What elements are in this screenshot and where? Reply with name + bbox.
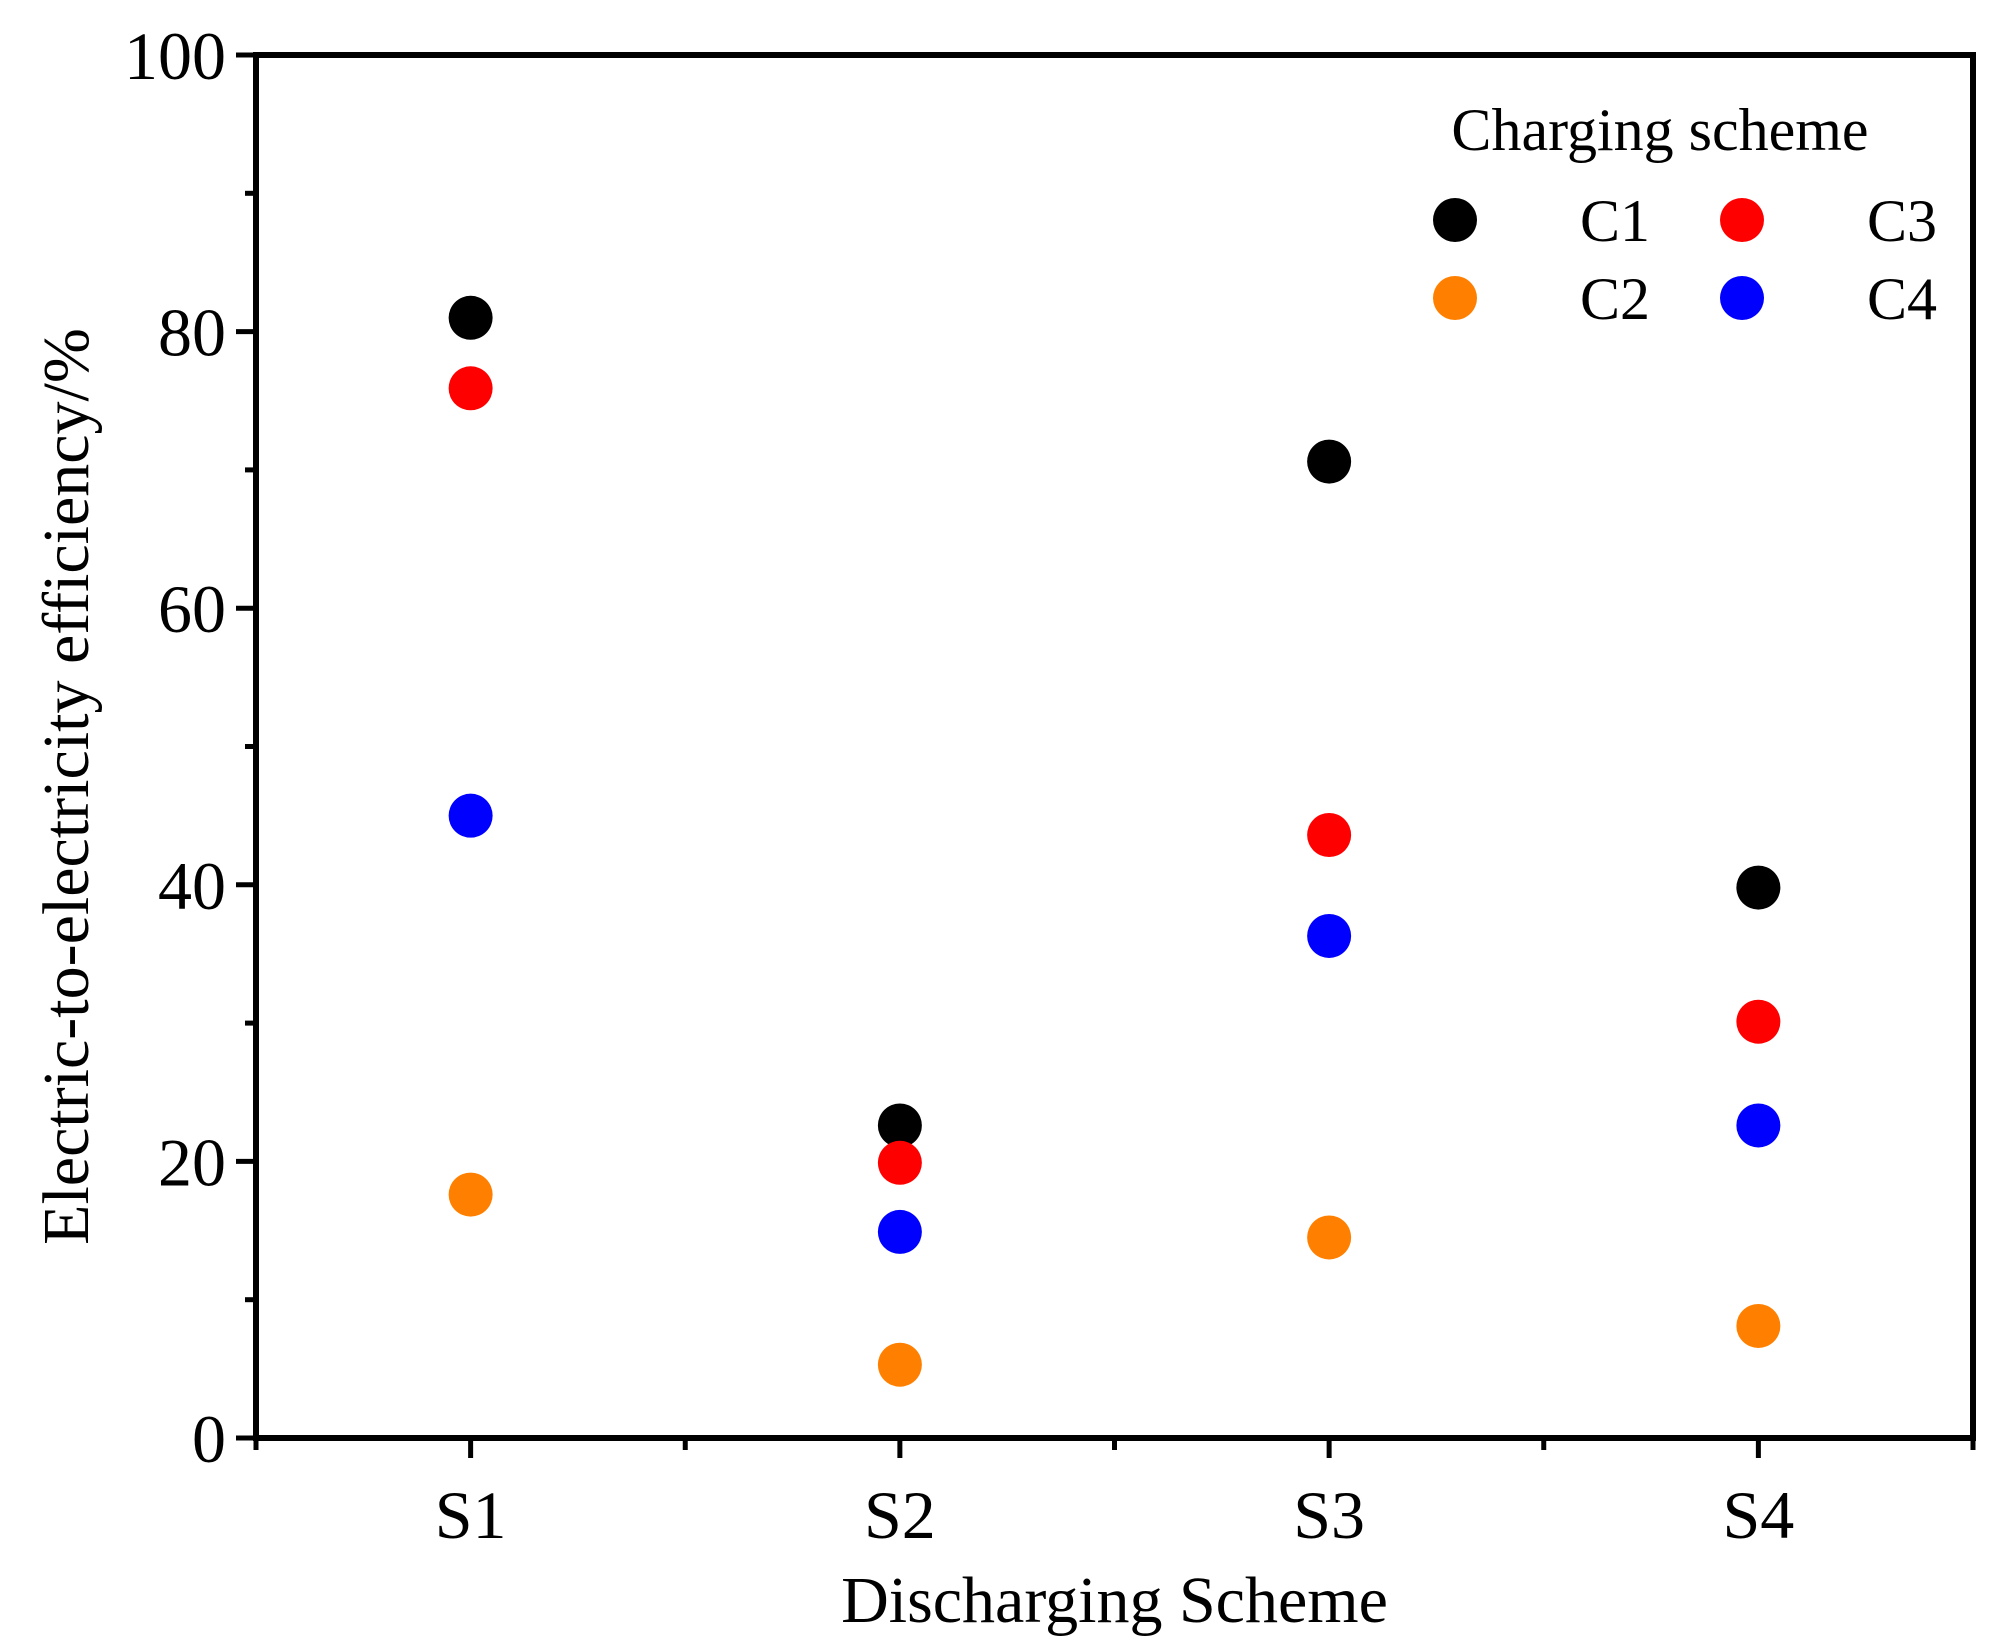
legend-marker-c3 bbox=[1720, 198, 1764, 242]
y-tick-label: 40 bbox=[158, 848, 226, 924]
y-tick-label: 80 bbox=[158, 295, 226, 371]
x-tick-label: S2 bbox=[864, 1477, 936, 1553]
legend-label-c4: C4 bbox=[1867, 266, 1937, 332]
point-c3-s2 bbox=[877, 1140, 922, 1185]
point-c3-s1 bbox=[448, 366, 493, 411]
y-tick-label: 60 bbox=[158, 571, 226, 647]
point-c4-s1 bbox=[448, 793, 493, 838]
point-c2-s3 bbox=[1307, 1215, 1352, 1260]
point-c3-s3 bbox=[1307, 813, 1352, 858]
x-tick-label: S3 bbox=[1293, 1477, 1365, 1553]
y-axis-label: Electric-to-electricity efficiency/% bbox=[30, 328, 103, 1245]
legend-label-c1: C1 bbox=[1580, 188, 1650, 254]
legend-label-c3: C3 bbox=[1867, 188, 1937, 254]
y-tick-label: 0 bbox=[192, 1401, 226, 1477]
point-c4-s2 bbox=[877, 1209, 922, 1254]
point-c2-s2 bbox=[877, 1342, 922, 1387]
y-tick-label: 100 bbox=[124, 18, 226, 94]
axes bbox=[253, 52, 1976, 1441]
tick-labels: 0 20 40 60 80 100 S1 S2 S3 S4 bbox=[124, 18, 1794, 1553]
point-c4-s3 bbox=[1307, 913, 1352, 958]
point-c3-s4 bbox=[1736, 999, 1781, 1044]
point-c4-s4 bbox=[1736, 1103, 1781, 1148]
point-c1-s1 bbox=[448, 295, 493, 340]
legend-marker-c1 bbox=[1433, 198, 1477, 242]
x-axis-label: Discharging Scheme bbox=[841, 1564, 1388, 1637]
legend-label-c2: C2 bbox=[1580, 266, 1650, 332]
data-points bbox=[448, 295, 1781, 1387]
point-c2-s1 bbox=[448, 1172, 493, 1217]
ticks bbox=[236, 52, 1976, 1458]
point-c1-s2 bbox=[877, 1103, 922, 1148]
x-tick-label: S1 bbox=[435, 1477, 507, 1553]
y-tick-label: 20 bbox=[158, 1124, 226, 1200]
point-c1-s4 bbox=[1736, 865, 1781, 910]
legend-title: Charging scheme bbox=[1451, 97, 1868, 163]
legend: Charging scheme C1 C2 C3 C4 bbox=[1433, 97, 1937, 332]
x-tick-label: S4 bbox=[1722, 1477, 1794, 1553]
point-c1-s3 bbox=[1307, 439, 1352, 484]
legend-marker-c2 bbox=[1433, 276, 1477, 320]
legend-marker-c4 bbox=[1720, 276, 1764, 320]
point-c2-s4 bbox=[1736, 1303, 1781, 1348]
plot-frame bbox=[253, 52, 1976, 1441]
